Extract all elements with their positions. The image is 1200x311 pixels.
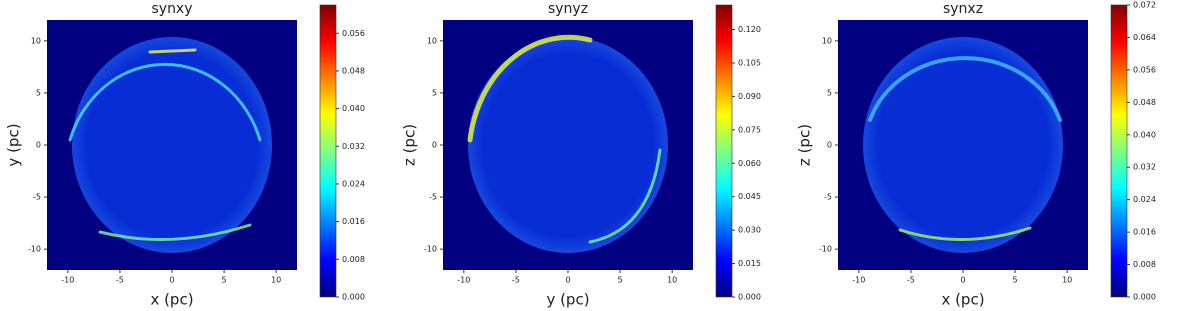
colorbar-tick-label: 0.024 bbox=[1133, 195, 1156, 204]
x-tick-label: 0 bbox=[565, 276, 570, 285]
y-tick-label: 10 bbox=[31, 36, 41, 45]
y-tick-label: 0 bbox=[36, 141, 41, 150]
y-tick-label: 5 bbox=[827, 88, 832, 97]
colorbar-tick-label: 0.032 bbox=[342, 142, 365, 151]
colorbar-tick-label: 0.048 bbox=[342, 66, 365, 75]
x-tick-label: 5 bbox=[222, 276, 227, 285]
colorbar-tick-label: 0.000 bbox=[342, 293, 365, 302]
bright-rim bbox=[68, 62, 262, 142]
y-tick-label: 0 bbox=[827, 141, 832, 150]
y-axis-label: z (pc) bbox=[401, 124, 419, 166]
emission-disk bbox=[72, 37, 272, 253]
colorbar-tick-label: 0.056 bbox=[342, 29, 365, 38]
bright-rim bbox=[868, 56, 1062, 122]
x-axis-label: x (pc) bbox=[150, 291, 193, 309]
y-tick-label: -10 bbox=[819, 245, 832, 254]
colorbar bbox=[1110, 4, 1128, 298]
y-tick-label: 5 bbox=[432, 88, 437, 97]
x-tick-label: -10 bbox=[852, 276, 865, 285]
x-tick-label: 10 bbox=[271, 276, 281, 285]
colorbar-tick-label: 0.030 bbox=[738, 226, 761, 235]
x-tick-label: -10 bbox=[457, 276, 470, 285]
y-axis-label: z (pc) bbox=[796, 124, 814, 166]
y-tick-label: -10 bbox=[28, 245, 41, 254]
colorbar-tick-label: 0.015 bbox=[738, 259, 761, 268]
emission-disk bbox=[468, 37, 668, 253]
panel-title: synxz bbox=[943, 1, 983, 17]
colorbar-tick-label: 0.016 bbox=[342, 217, 365, 226]
y-axis-label: y (pc) bbox=[5, 123, 23, 166]
colorbar-tick-label: 0.090 bbox=[738, 92, 761, 101]
y-tick-label: 0 bbox=[432, 141, 437, 150]
colorbar-tick-label: 0.032 bbox=[1133, 163, 1156, 172]
x-tick-label: 5 bbox=[618, 276, 623, 285]
y-tick-label: -5 bbox=[33, 193, 41, 202]
panel-title: synyz bbox=[548, 1, 588, 17]
colorbar-tick-label: 0.016 bbox=[1133, 228, 1156, 237]
bright-rim bbox=[98, 223, 252, 241]
colorbar-tick-label: 0.056 bbox=[1133, 65, 1156, 74]
x-tick-label: -5 bbox=[512, 276, 520, 285]
y-tick-label: 10 bbox=[427, 36, 437, 45]
colorbar-tick-label: 0.008 bbox=[1133, 260, 1156, 269]
bright-rim bbox=[148, 48, 197, 54]
x-tick-label: 0 bbox=[960, 276, 965, 285]
colorbar bbox=[715, 4, 733, 298]
colorbar-tick-label: 0.040 bbox=[342, 104, 365, 113]
colorbar-tick-label: 0.105 bbox=[738, 58, 761, 67]
colorbar-tick-label: 0.045 bbox=[738, 192, 761, 201]
x-tick-label: 10 bbox=[667, 276, 677, 285]
panel-title: synxy bbox=[151, 1, 192, 17]
colorbar bbox=[319, 4, 337, 298]
bright-rim bbox=[588, 148, 662, 244]
colorbar-tick-label: 0.060 bbox=[738, 159, 761, 168]
colorbar-tick-label: 0.120 bbox=[738, 25, 761, 34]
x-axis-label: x (pc) bbox=[941, 291, 984, 309]
y-tick-label: -10 bbox=[424, 245, 437, 254]
colorbar-tick-label: 0.072 bbox=[1133, 1, 1156, 10]
colorbar-tick-label: 0.048 bbox=[1133, 98, 1156, 107]
x-axis-label: y (pc) bbox=[546, 291, 589, 309]
colorbar-tick-label: 0.040 bbox=[1133, 130, 1156, 139]
colorbar-tick-label: 0.024 bbox=[342, 179, 365, 188]
x-tick-label: 0 bbox=[169, 276, 174, 285]
x-tick-label: 10 bbox=[1062, 276, 1072, 285]
colorbar-tick-label: 0.075 bbox=[738, 125, 761, 134]
x-tick-label: 5 bbox=[1013, 276, 1018, 285]
colorbar-tick-label: 0.000 bbox=[738, 293, 761, 302]
colorbar-tick-label: 0.064 bbox=[1133, 33, 1156, 42]
emission-disk bbox=[863, 37, 1063, 253]
bright-rim bbox=[467, 34, 593, 143]
colorbar-tick-label: 0.000 bbox=[1133, 293, 1156, 302]
colorbar-tick-label: 0.008 bbox=[342, 255, 365, 264]
y-tick-label: -5 bbox=[429, 193, 437, 202]
x-tick-label: -5 bbox=[907, 276, 915, 285]
y-tick-label: -5 bbox=[824, 193, 832, 202]
y-tick-label: 5 bbox=[36, 88, 41, 97]
x-tick-label: -5 bbox=[116, 276, 124, 285]
bright-rim bbox=[898, 226, 1032, 241]
y-tick-label: 10 bbox=[822, 36, 832, 45]
x-tick-label: -10 bbox=[61, 276, 74, 285]
